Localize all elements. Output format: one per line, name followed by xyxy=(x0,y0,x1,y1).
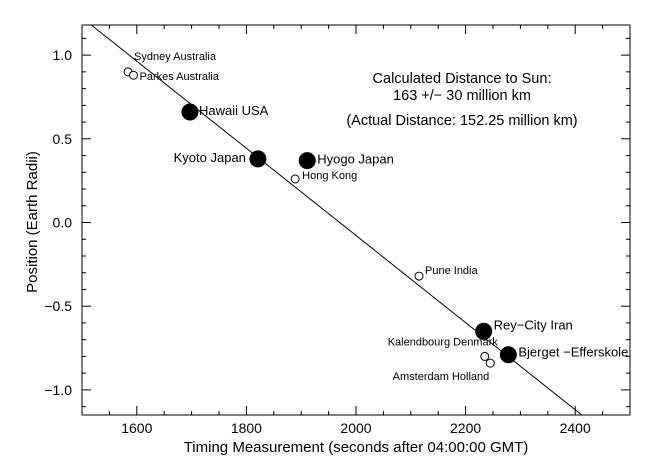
data-point-small xyxy=(129,70,139,80)
y-tick-label: 1.0 xyxy=(53,47,73,63)
annotation-line-3: (Actual Distance: 152.25 million km) xyxy=(346,113,577,129)
point-label: Kyoto Japan xyxy=(174,150,246,165)
point-label: Kalendbourg Denmark xyxy=(388,336,499,348)
x-axis-title: Timing Measurement (seconds after 04:00:… xyxy=(184,439,529,456)
point-label: Pune India xyxy=(425,265,478,277)
point-label: Amsterdam Holland xyxy=(393,371,490,383)
x-tick-label: 2200 xyxy=(450,420,481,436)
fit-line xyxy=(91,24,583,416)
data-point-large xyxy=(249,150,267,168)
point-label: Hyogo Japan xyxy=(317,152,394,167)
data-point-large xyxy=(499,346,517,364)
data-point-small xyxy=(485,358,495,368)
x-tick-label: 2400 xyxy=(560,420,591,436)
data-point-small xyxy=(414,271,424,281)
point-label: Hong Kong xyxy=(302,170,357,182)
y-tick-label: −1.0 xyxy=(44,382,72,398)
annotation-line-2: 163 +/− 30 million km xyxy=(393,88,531,104)
data-point-small xyxy=(290,174,300,184)
y-tick-label: 0.5 xyxy=(53,131,73,147)
data-point-large xyxy=(298,152,316,170)
point-label: Parkes Australia xyxy=(140,71,220,83)
y-tick-label: −0.5 xyxy=(44,298,72,314)
x-tick-label: 1800 xyxy=(231,420,262,436)
point-label: Sydney Australia xyxy=(134,51,217,63)
point-label: Bjerget −Efferskole xyxy=(518,345,628,360)
y-tick-label: 0.0 xyxy=(53,215,73,231)
x-tick-label: 2000 xyxy=(340,420,371,436)
point-label: Rey−City Iran xyxy=(494,317,573,332)
data-point-small xyxy=(480,351,490,361)
annotation-line-1: Calculated Distance to Sun: xyxy=(373,71,552,87)
data-point-large xyxy=(475,322,493,340)
point-label: Hawaii USA xyxy=(199,103,269,118)
y-axis-title: Position (Earth Radii) xyxy=(24,151,41,293)
x-tick-label: 1600 xyxy=(121,420,152,436)
data-point-large xyxy=(181,103,199,121)
